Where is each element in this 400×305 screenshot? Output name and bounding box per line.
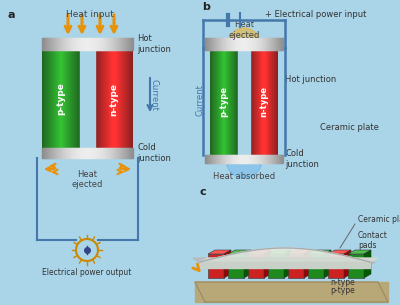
Circle shape [226, 142, 262, 178]
Polygon shape [308, 254, 324, 278]
Polygon shape [248, 250, 271, 254]
Text: Ceramic plate: Ceramic plate [358, 215, 400, 224]
Text: Heat absorbed: Heat absorbed [213, 172, 275, 181]
Text: b: b [202, 2, 210, 12]
Polygon shape [208, 250, 231, 254]
Polygon shape [248, 254, 264, 278]
Text: Cold
junction: Cold junction [285, 149, 319, 169]
Text: Heat input: Heat input [66, 10, 114, 19]
Text: Hot junction: Hot junction [285, 76, 336, 84]
Text: p-type: p-type [220, 86, 228, 117]
Text: p-type: p-type [330, 286, 355, 295]
Polygon shape [308, 250, 331, 254]
Polygon shape [348, 254, 364, 278]
Text: c: c [200, 187, 207, 197]
Polygon shape [364, 250, 371, 278]
Polygon shape [284, 250, 291, 278]
Text: n-type: n-type [110, 82, 118, 116]
Polygon shape [200, 248, 370, 262]
Text: Current: Current [196, 84, 204, 116]
Polygon shape [288, 250, 311, 254]
Polygon shape [328, 250, 351, 254]
Circle shape [228, 28, 260, 60]
Text: Hot
junction: Hot junction [137, 34, 171, 54]
Polygon shape [264, 250, 271, 278]
Text: Ceramic plate: Ceramic plate [320, 123, 379, 132]
Text: Heat
ejected: Heat ejected [71, 170, 103, 189]
Text: n-type: n-type [330, 278, 355, 287]
Polygon shape [268, 250, 291, 254]
Polygon shape [200, 262, 370, 268]
Polygon shape [244, 250, 251, 278]
Text: p-type: p-type [56, 83, 66, 115]
Polygon shape [200, 258, 378, 262]
Polygon shape [288, 254, 304, 278]
Text: Electrical power output: Electrical power output [42, 268, 132, 277]
Polygon shape [195, 282, 388, 302]
Polygon shape [208, 254, 224, 278]
Text: a: a [7, 10, 14, 20]
Text: Current: Current [150, 79, 158, 111]
Polygon shape [195, 282, 388, 302]
Text: Heat
ejected: Heat ejected [228, 20, 260, 40]
Polygon shape [344, 250, 351, 278]
Polygon shape [228, 254, 244, 278]
Polygon shape [268, 254, 284, 278]
Polygon shape [348, 250, 371, 254]
Text: Contact
pads: Contact pads [358, 231, 388, 250]
Polygon shape [304, 250, 311, 278]
Polygon shape [324, 250, 331, 278]
Text: n-type: n-type [260, 86, 268, 117]
Text: Cold
junction: Cold junction [137, 143, 171, 163]
Polygon shape [328, 254, 344, 278]
Text: + Electrical power input: + Electrical power input [265, 10, 366, 19]
Polygon shape [228, 250, 251, 254]
Polygon shape [224, 250, 231, 278]
Polygon shape [193, 258, 375, 263]
